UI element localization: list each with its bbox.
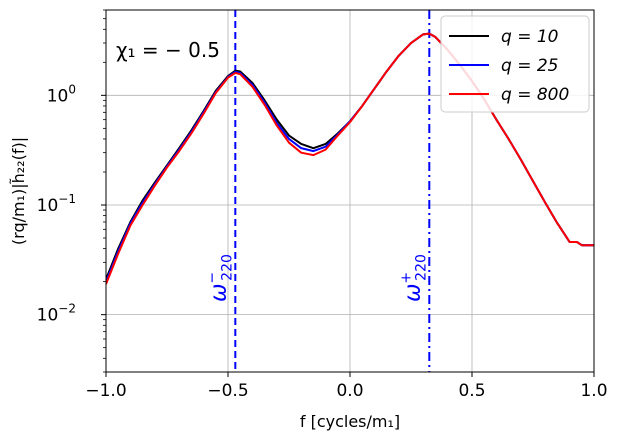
y-tick-label: 100 (47, 82, 76, 106)
y-tick-label: 10−2 (37, 302, 76, 326)
omega-minus-label: ω−220 (204, 254, 235, 302)
x-tick-label: −0.5 (207, 381, 248, 401)
legend: q = 10 q = 25 q = 800 (440, 15, 590, 113)
x-tick-label: 1.0 (580, 381, 607, 401)
x-axis-label: f [cycles/m₁] (300, 412, 400, 431)
series-line (106, 32, 594, 285)
x-tick-label: 0.5 (458, 381, 485, 401)
legend-entry-label: q = 25 (501, 56, 558, 76)
chi-annotation: χ₁ = − 0.5 (116, 38, 220, 62)
y-axis-label: (rq/m₁)|h̃₂₂(f)| (9, 137, 28, 245)
x-axis-ticks: −1.0 −0.5 0.0 0.5 1.0 (85, 372, 608, 401)
x-tick-label: 0.0 (336, 381, 363, 401)
vertical-line-labels: ω−220 ω+220 (204, 254, 429, 302)
series-group (106, 32, 594, 285)
legend-entry-label: q = 10 (501, 27, 558, 47)
y-axis-ticks: 10−2 10−1 100 (37, 9, 106, 373)
legend-box (440, 15, 590, 113)
legend-entry-label: q = 800 (501, 85, 569, 105)
y-tick-label: 10−1 (37, 192, 76, 216)
omega-plus-label: ω+220 (398, 254, 429, 302)
plot-area (106, 10, 594, 372)
x-tick-label: −1.0 (85, 381, 126, 401)
